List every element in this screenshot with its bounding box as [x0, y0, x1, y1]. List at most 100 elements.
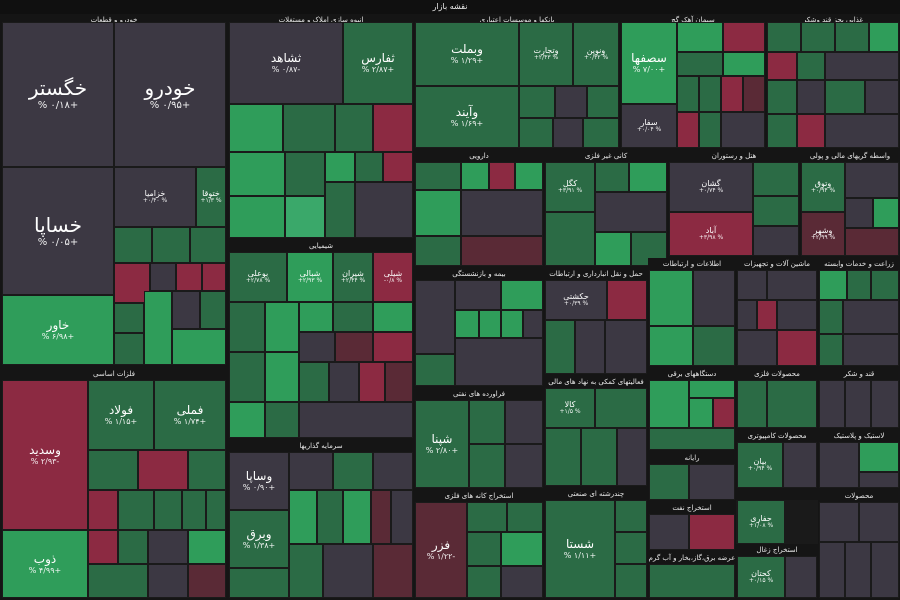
tile-khegostar[interactable]: خگستر% ۰/۱۸+ — [2, 22, 114, 167]
tile-vpaeend[interactable]: وآیند% ۱/۶۹+ — [415, 86, 519, 148]
tile-small[interactable] — [819, 502, 859, 542]
tile-small[interactable] — [285, 152, 325, 196]
tile-small[interactable] — [689, 514, 735, 550]
tile-small[interactable] — [519, 86, 555, 118]
tile-small[interactable] — [88, 564, 148, 598]
tile-small[interactable] — [329, 362, 359, 402]
tile-small[interactable] — [265, 352, 299, 402]
tile-small[interactable] — [229, 152, 285, 196]
tile-small[interactable] — [819, 270, 847, 300]
tile-vbargh[interactable]: وبرق% ۱/۳۸+ — [229, 510, 289, 568]
tile-small[interactable] — [777, 300, 817, 330]
tile-small[interactable] — [607, 280, 647, 320]
tile-small[interactable] — [265, 402, 299, 438]
tile-small[interactable] — [172, 291, 200, 329]
tile-foolad[interactable]: فولاد% ۱/۱۵+ — [88, 380, 154, 450]
tile-small[interactable] — [819, 380, 845, 428]
tile-shiraz[interactable]: شیلی -۰/۸ % — [373, 252, 413, 302]
tile-small[interactable] — [285, 196, 325, 238]
tile-small[interactable] — [689, 398, 713, 428]
tile-small[interactable] — [299, 332, 335, 362]
tile-small[interactable] — [825, 52, 899, 80]
tile-vtejarat[interactable]: وتجارت +۲/۴۳ % — [519, 22, 573, 86]
tile-small[interactable] — [753, 226, 799, 256]
tile-khavar[interactable]: خاور% ۶/۹۸+ — [2, 295, 114, 365]
tile-small[interactable] — [753, 196, 799, 226]
tile-small[interactable] — [801, 22, 835, 52]
tile-small[interactable] — [148, 564, 188, 598]
tile-small[interactable] — [871, 542, 899, 598]
tile-small[interactable] — [757, 300, 777, 330]
tile-small[interactable] — [859, 442, 899, 472]
tile-small[interactable] — [469, 444, 505, 488]
tile-small[interactable] — [871, 380, 899, 428]
tile-small[interactable] — [713, 398, 735, 428]
tile-small[interactable] — [148, 530, 188, 564]
tile-small[interactable] — [693, 270, 735, 326]
tile-small[interactable] — [202, 263, 226, 291]
tile-small[interactable] — [845, 198, 873, 228]
tile-small[interactable] — [767, 52, 797, 80]
tile-small[interactable] — [859, 502, 899, 542]
tile-botali[interactable]: بوعلی +۲/۷۸ % — [229, 252, 287, 302]
tile-small[interactable] — [206, 490, 226, 530]
tile-small[interactable] — [865, 80, 899, 114]
tile-small[interactable] — [455, 338, 543, 386]
tile-small[interactable] — [545, 212, 595, 266]
tile-small[interactable] — [649, 380, 689, 428]
tile-small[interactable] — [595, 162, 629, 192]
tile-small[interactable] — [373, 332, 413, 362]
tile-small[interactable] — [649, 564, 735, 598]
tile-small[interactable] — [825, 80, 865, 114]
tile-small[interactable] — [677, 112, 699, 148]
tile-small[interactable] — [797, 80, 825, 114]
tile-small[interactable] — [88, 450, 138, 490]
tile-small[interactable] — [677, 76, 699, 112]
tile-small[interactable] — [819, 542, 845, 598]
tile-small[interactable] — [721, 112, 765, 148]
tile-small[interactable] — [355, 182, 413, 238]
tile-small[interactable] — [737, 380, 767, 428]
tile-small[interactable] — [871, 270, 899, 300]
tile-small[interactable] — [777, 330, 817, 366]
tile-small[interactable] — [188, 530, 226, 564]
tile-kgol[interactable]: کگل +۳/۹۱ % — [545, 162, 595, 212]
tile-small[interactable] — [767, 380, 817, 428]
tile-small[interactable] — [335, 104, 373, 152]
tile-khodro[interactable]: خودرو% ۰/۹۵+ — [114, 22, 226, 167]
tile-small[interactable] — [455, 310, 479, 338]
tile-small[interactable] — [385, 362, 413, 402]
tile-small[interactable] — [869, 22, 899, 52]
tile-small[interactable] — [819, 334, 843, 366]
tile-small[interactable] — [325, 182, 355, 238]
tile-small[interactable] — [845, 162, 899, 198]
tile-small[interactable] — [229, 196, 285, 238]
tile-shasta[interactable]: شستا% ۱/۱۱+ — [545, 500, 615, 598]
tile-small[interactable] — [359, 362, 385, 402]
tile-small[interactable] — [507, 502, 543, 532]
tile-small[interactable] — [461, 190, 543, 236]
tile-small[interactable] — [373, 544, 413, 598]
tile-small[interactable] — [617, 428, 647, 486]
tile-small[interactable] — [615, 500, 647, 532]
tile-small[interactable] — [835, 22, 869, 52]
tile-small[interactable] — [845, 380, 871, 428]
tile-small[interactable] — [152, 227, 190, 263]
tile-vbonvin[interactable]: ونوین +۰/۳۲ % — [573, 22, 619, 86]
tile-small[interactable] — [229, 104, 283, 152]
tile-small[interactable] — [299, 362, 329, 402]
tile-small[interactable] — [501, 310, 523, 338]
tile-small[interactable] — [289, 452, 333, 490]
tile-small[interactable] — [383, 152, 413, 182]
tile-small[interactable] — [819, 442, 859, 488]
tile-small[interactable] — [847, 270, 871, 300]
tile-small[interactable] — [649, 270, 693, 326]
tile-small[interactable] — [797, 52, 825, 80]
tile-small[interactable] — [629, 162, 667, 192]
tile-small[interactable] — [343, 490, 371, 544]
tile-small[interactable] — [467, 532, 501, 566]
tile-small[interactable] — [114, 333, 144, 365]
tile-small[interactable] — [767, 22, 801, 52]
tile-small[interactable] — [114, 303, 144, 333]
tile-small[interactable] — [299, 302, 333, 332]
